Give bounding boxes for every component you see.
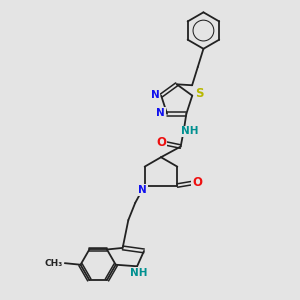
Text: NH: NH [181, 127, 199, 136]
Text: N: N [138, 185, 147, 195]
Text: S: S [195, 87, 203, 100]
Text: O: O [192, 176, 202, 189]
Text: N: N [151, 90, 159, 100]
Text: N: N [156, 108, 165, 118]
Text: NH: NH [130, 268, 147, 278]
Text: O: O [156, 136, 166, 149]
Text: CH₃: CH₃ [45, 259, 63, 268]
